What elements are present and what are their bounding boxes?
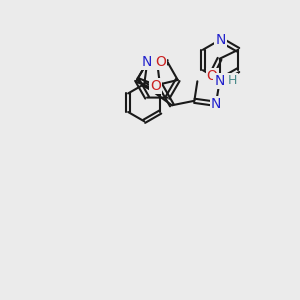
Text: H: H	[227, 74, 237, 87]
Text: O: O	[207, 69, 218, 83]
Text: N: N	[215, 33, 226, 46]
Text: N: N	[142, 55, 152, 69]
Text: O: O	[150, 79, 161, 93]
Text: H: H	[144, 53, 153, 66]
Text: N: N	[214, 74, 225, 88]
Text: N: N	[211, 97, 221, 111]
Text: O: O	[155, 55, 166, 69]
